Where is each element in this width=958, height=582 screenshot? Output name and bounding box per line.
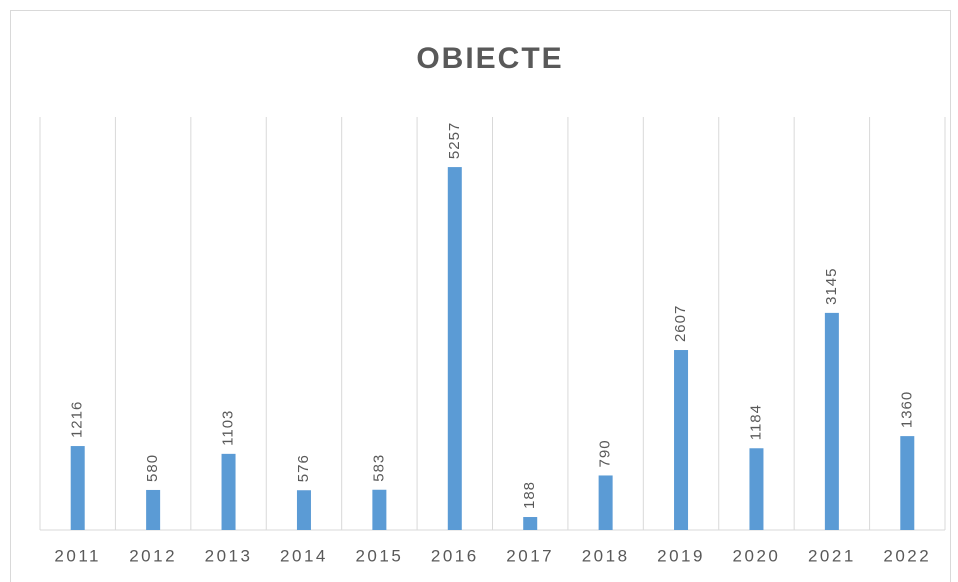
- x-tick-label: 2016: [431, 546, 479, 565]
- x-tick-label: 2019: [657, 546, 705, 565]
- x-tick-label: 2012: [129, 546, 177, 565]
- bar: [900, 436, 915, 530]
- x-tick-label: 2018: [582, 546, 630, 565]
- x-tick-label: 2011: [54, 546, 101, 565]
- data-label: 2607: [672, 305, 689, 342]
- data-label: 576: [295, 454, 312, 482]
- data-label: 580: [144, 454, 161, 482]
- x-tick-label: 2020: [733, 546, 781, 565]
- data-label: 3145: [823, 268, 840, 305]
- data-label: 1184: [747, 404, 764, 440]
- bar: [221, 453, 236, 530]
- data-label: 1216: [69, 401, 86, 438]
- bar: [523, 517, 538, 530]
- x-tick-label: 2015: [355, 546, 403, 565]
- bar: [749, 448, 764, 530]
- x-tick-label: 2022: [883, 546, 931, 565]
- x-tick-label: 2017: [506, 546, 554, 565]
- bar: [824, 312, 839, 530]
- x-tick-label: 2013: [205, 546, 253, 565]
- chart-title: OBIECTE: [416, 42, 563, 75]
- bar: [70, 446, 85, 530]
- data-label: 790: [597, 439, 614, 467]
- bar: [598, 475, 613, 530]
- data-label: 1360: [898, 391, 915, 428]
- data-label: 5257: [446, 122, 463, 159]
- data-label: 188: [521, 481, 538, 509]
- bar: [146, 489, 161, 530]
- data-label: 583: [370, 454, 387, 482]
- data-label: 1103: [220, 410, 237, 446]
- bar: [674, 350, 689, 530]
- bar: [372, 489, 387, 530]
- bar: [447, 167, 462, 531]
- x-tick-label: 2014: [280, 546, 328, 565]
- bar: [296, 490, 311, 530]
- x-tick-label: 2021: [808, 546, 856, 565]
